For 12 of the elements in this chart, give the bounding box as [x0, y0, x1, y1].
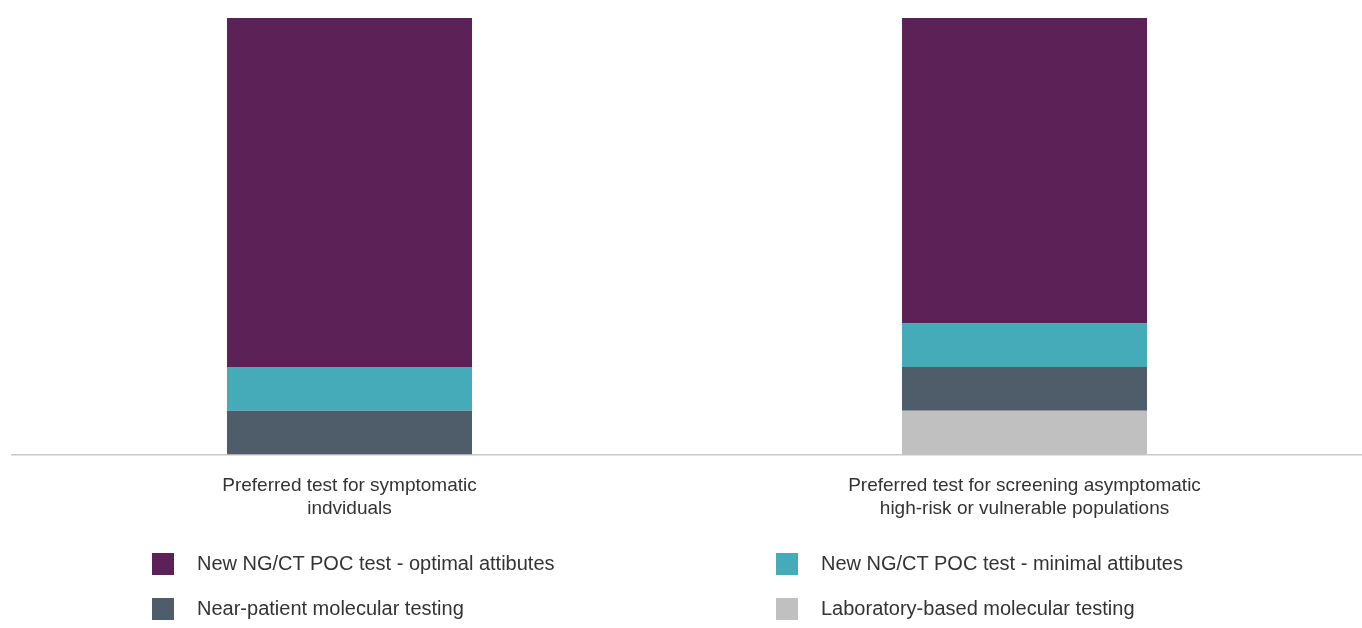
legend-label: Near-patient molecular testing	[197, 597, 464, 620]
bar	[226, 410, 473, 455]
bar	[901, 18, 1148, 324]
bar	[901, 323, 1148, 368]
bar	[226, 367, 473, 411]
legend-label: Laboratory-based molecular testing	[821, 597, 1135, 620]
x-tick-label: Preferred test for screening asymptomatic high-risk or vulnerable populations	[848, 474, 1201, 518]
bar	[901, 367, 1148, 411]
bar	[226, 18, 473, 368]
legend-label: New NG/CT POC test - minimal attibutes	[821, 552, 1183, 575]
legend-label: New NG/CT POC test - optimal attibutes	[197, 552, 555, 575]
x-tick-label: Preferred test for symptomatic indviduals	[222, 474, 477, 518]
